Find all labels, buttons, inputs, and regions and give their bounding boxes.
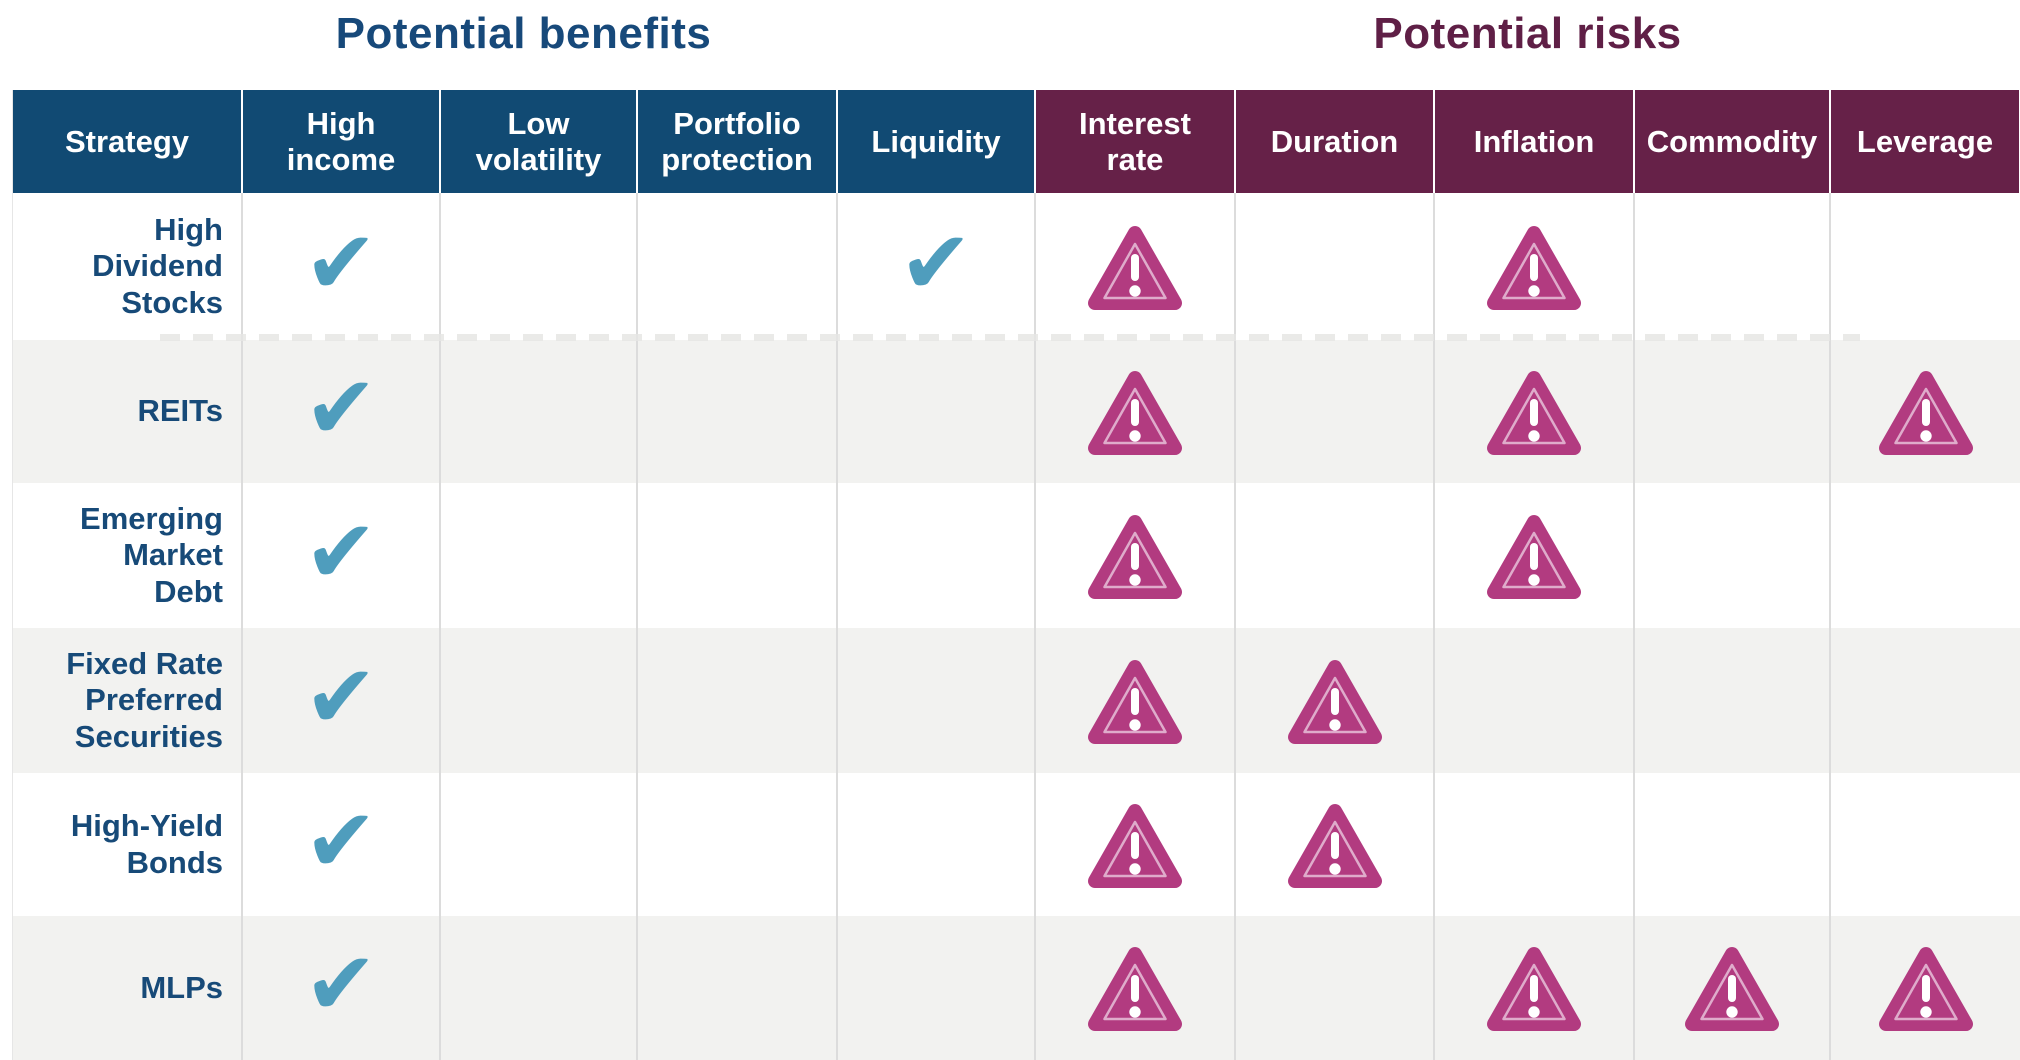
cell-leverage — [1831, 628, 2020, 773]
strategy-label: MLPs — [13, 916, 243, 1060]
cell-liquidity — [838, 483, 1036, 628]
cell-duration — [1236, 628, 1435, 773]
strategy-label: REITs — [13, 340, 243, 483]
cell-low-volatility — [441, 193, 638, 340]
warning-triangle-icon — [1088, 659, 1182, 744]
cell-interest-rate — [1036, 193, 1236, 340]
cell-high-income: ✔ — [243, 193, 441, 340]
cell-high-income: ✔ — [243, 483, 441, 628]
cell-high-income: ✔ — [243, 916, 441, 1060]
column-header-inflation: Inflation — [1435, 90, 1635, 193]
check-icon: ✔ — [304, 499, 378, 603]
check-icon: ✔ — [304, 355, 378, 459]
cell-inflation — [1435, 773, 1635, 916]
check-icon: ✔ — [304, 210, 378, 314]
warning-triangle-icon — [1088, 947, 1182, 1031]
cell-leverage — [1831, 916, 2020, 1060]
cell-interest-rate — [1036, 628, 1236, 773]
cell-high-income: ✔ — [243, 340, 441, 483]
benefits-group-title: Potential benefits — [335, 9, 712, 58]
cell-inflation — [1435, 193, 1635, 340]
column-header-leverage: Leverage — [1831, 90, 2020, 193]
group-titles: Potential benefits Potential risks — [0, 0, 2020, 90]
warning-triangle-icon — [1879, 947, 1973, 1031]
risks-group-title: Potential risks — [1373, 9, 1682, 58]
cell-high-income: ✔ — [243, 628, 441, 773]
cell-commodity — [1635, 628, 1831, 773]
warning-triangle-icon — [1487, 947, 1581, 1031]
cell-duration — [1236, 483, 1435, 628]
cell-commodity — [1635, 916, 1831, 1060]
cell-duration — [1236, 193, 1435, 340]
cell-liquidity: ✔ — [838, 193, 1036, 340]
cell-high-income: ✔ — [243, 773, 441, 916]
strategy-label: Fixed Rate Preferred Securities — [13, 628, 243, 773]
cell-liquidity — [838, 628, 1036, 773]
warning-triangle-icon — [1685, 947, 1779, 1031]
check-icon: ✔ — [304, 932, 378, 1035]
cell-liquidity — [838, 773, 1036, 916]
strategy-label: High Dividend Stocks — [13, 193, 243, 340]
warning-triangle-icon — [1287, 659, 1382, 744]
warning-triangle-icon — [1088, 514, 1182, 599]
warning-triangle-icon — [1287, 803, 1382, 888]
cell-interest-rate — [1036, 483, 1236, 628]
column-header-low-volatility: Low volatility — [441, 90, 638, 193]
cell-leverage — [1831, 193, 2020, 340]
cell-inflation — [1435, 483, 1635, 628]
column-header-duration: Duration — [1236, 90, 1435, 193]
column-header-interest-rate: Interest rate — [1036, 90, 1236, 193]
cell-low-volatility — [441, 773, 638, 916]
cell-portfolio-protection — [638, 773, 838, 916]
check-icon: ✔ — [304, 788, 378, 892]
cell-low-volatility — [441, 483, 638, 628]
column-header-strategy: Strategy — [13, 90, 243, 193]
cell-portfolio-protection — [638, 193, 838, 340]
warning-triangle-icon — [1088, 225, 1182, 310]
cell-portfolio-protection — [638, 340, 838, 483]
column-header-high-income: High income — [243, 90, 441, 193]
check-icon: ✔ — [899, 210, 973, 314]
cell-interest-rate — [1036, 340, 1236, 483]
cell-portfolio-protection — [638, 628, 838, 773]
cell-leverage — [1831, 773, 2020, 916]
cell-interest-rate — [1036, 773, 1236, 916]
warning-triangle-icon — [1088, 370, 1182, 455]
cell-low-volatility — [441, 916, 638, 1060]
column-header-portfolio-protection: Portfolio protection — [638, 90, 838, 193]
cell-low-volatility — [441, 628, 638, 773]
cell-commodity — [1635, 193, 1831, 340]
warning-triangle-icon — [1487, 225, 1581, 310]
cell-inflation — [1435, 628, 1635, 773]
cell-leverage — [1831, 483, 2020, 628]
cell-liquidity — [838, 340, 1036, 483]
cell-commodity — [1635, 340, 1831, 483]
strategy-label: High-Yield Bonds — [13, 773, 243, 916]
cell-duration — [1236, 773, 1435, 916]
warning-triangle-icon — [1487, 514, 1581, 599]
warning-triangle-icon — [1088, 803, 1182, 888]
warning-triangle-icon — [1487, 370, 1581, 455]
cell-liquidity — [838, 916, 1036, 1060]
cell-portfolio-protection — [638, 483, 838, 628]
cell-inflation — [1435, 340, 1635, 483]
column-header-liquidity: Liquidity — [838, 90, 1036, 193]
cell-portfolio-protection — [638, 916, 838, 1060]
cell-low-volatility — [441, 340, 638, 483]
strategy-comparison-table: Strategy High income Low volatility Port… — [12, 90, 2020, 1060]
cell-commodity — [1635, 773, 1831, 916]
cell-commodity — [1635, 483, 1831, 628]
column-header-commodity: Commodity — [1635, 90, 1831, 193]
strategy-label: Emerging Market Debt — [13, 483, 243, 628]
warning-triangle-icon — [1879, 370, 1973, 455]
cell-inflation — [1435, 916, 1635, 1060]
cell-interest-rate — [1036, 916, 1236, 1060]
cell-duration — [1236, 340, 1435, 483]
cell-duration — [1236, 916, 1435, 1060]
check-icon: ✔ — [304, 644, 378, 748]
cell-leverage — [1831, 340, 2020, 483]
